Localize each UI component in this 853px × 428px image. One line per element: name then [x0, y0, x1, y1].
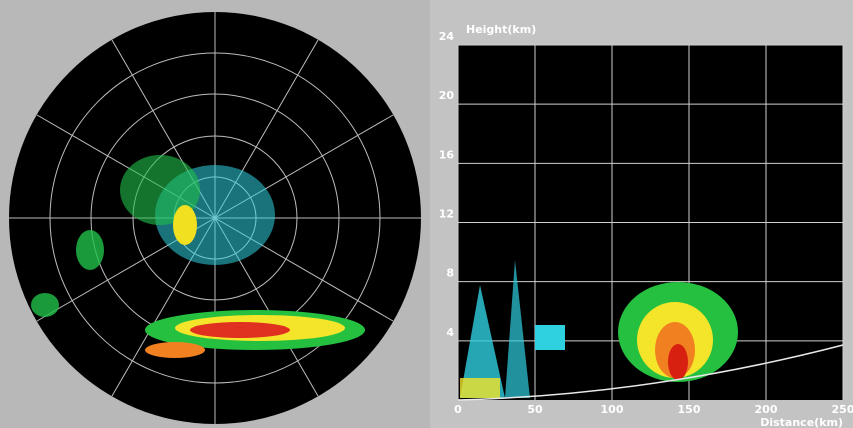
x-tick-label: 250: [832, 403, 853, 416]
earth-curvature: [457, 344, 844, 401]
x-tick-label: 50: [527, 403, 543, 416]
y-tick-label: 24: [439, 30, 455, 43]
ppi-echoes: [31, 155, 365, 358]
x-tick-label: 200: [755, 403, 778, 416]
y-tick-label: 16: [439, 148, 455, 161]
y-tick-label: 12: [439, 208, 454, 221]
x-axis-label: Distance(km): [760, 416, 843, 428]
x-tick-label: 150: [678, 403, 701, 416]
grid: [457, 44, 844, 400]
x-tick-label: 100: [601, 403, 624, 416]
y-tick-label: 20: [439, 89, 455, 102]
x-tick-label: 0: [454, 403, 462, 416]
y-axis-label: Height(km): [466, 23, 536, 36]
y-tick-label: 4: [446, 326, 454, 339]
rhi-echoes: [460, 260, 738, 398]
ppi-display: [0, 0, 430, 428]
y-tick-label: 8: [446, 267, 454, 280]
